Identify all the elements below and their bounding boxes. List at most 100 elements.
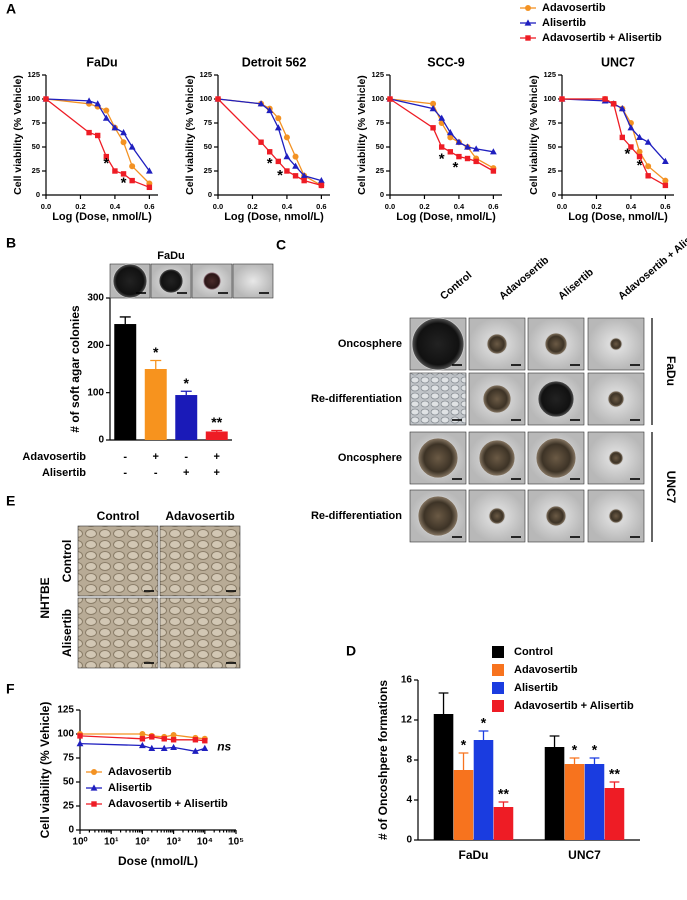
point [120, 139, 127, 146]
significance: ** [609, 766, 620, 782]
treatment-sign: + [183, 467, 189, 479]
error-bar [609, 781, 620, 788]
x-tick-label: 0.2 [247, 202, 257, 211]
bar [604, 788, 625, 840]
treatment-sign: - [154, 467, 158, 479]
point [489, 148, 497, 155]
x-tick-label: 0.6 [488, 202, 498, 211]
point [627, 124, 635, 131]
group-label: UNC7 [664, 471, 678, 504]
group-label: FaDu [664, 356, 678, 386]
treatment-sign: + [214, 451, 220, 463]
bar [544, 747, 565, 840]
x-tick-label: 0.4 [454, 202, 465, 211]
point [128, 143, 136, 150]
y-tick-label: 75 [548, 118, 556, 127]
x-tick-label: UNC7 [568, 848, 601, 862]
point [438, 114, 446, 121]
x-tick-label: 0.0 [385, 202, 395, 211]
point [139, 736, 146, 742]
series-line [561, 98, 666, 162]
series-line [45, 98, 150, 188]
bar [205, 431, 228, 440]
column-header: Adavosertib [497, 254, 551, 302]
point [284, 168, 290, 174]
row-label: Oncosphere [338, 338, 402, 350]
error-bar [569, 757, 580, 764]
annotation: ns [217, 740, 231, 754]
y-tick-label: 25 [32, 166, 40, 175]
significance: * [461, 737, 467, 753]
y-tick-label: 0 [98, 435, 104, 446]
micrograph [587, 431, 645, 485]
y-tick-label: 25 [204, 166, 212, 175]
y-tick-label: 125 [199, 70, 212, 79]
point [170, 743, 177, 751]
column-header: Adavosertib + Alisertib [616, 220, 687, 303]
point [258, 139, 264, 145]
point [266, 106, 274, 114]
error-bar [150, 359, 162, 369]
row-label: Control [60, 540, 74, 583]
bar [144, 369, 167, 440]
point [139, 731, 146, 737]
y-tick-label: 12 [401, 715, 413, 726]
sphere [486, 333, 508, 355]
point [102, 114, 110, 121]
point [473, 158, 479, 165]
sphere [544, 332, 568, 356]
significance: * [572, 742, 578, 758]
y-axis-label: # of Oncoshpere formations [376, 680, 390, 840]
y-tick-label: 125 [57, 705, 74, 716]
y-axis-label: Cell viability (% Vehicle) [184, 75, 196, 195]
y-tick-label: 0 [406, 835, 412, 846]
y-tick-label: 100 [57, 729, 74, 740]
sphere [608, 450, 624, 466]
panel-label: D [346, 643, 356, 659]
point [202, 738, 208, 744]
point [644, 138, 652, 145]
sphere [158, 268, 184, 294]
annotation: * [439, 150, 445, 167]
point [129, 163, 136, 170]
row-label: Alisertib [60, 609, 74, 657]
significance: ** [498, 786, 509, 802]
point [170, 737, 177, 743]
sphere [482, 384, 512, 414]
y-tick-label: 0 [208, 190, 212, 199]
legend-label: Adavosertib [542, 2, 606, 14]
significance: * [481, 715, 487, 731]
point [85, 97, 93, 104]
column-header: Control [438, 269, 474, 302]
treatment-sign: - [123, 467, 127, 479]
x-tick-label: 0.6 [316, 202, 326, 211]
sphere [202, 271, 222, 291]
point [645, 173, 651, 179]
micrograph [527, 431, 585, 485]
point [636, 148, 643, 155]
bar [175, 395, 198, 440]
panel-label: E [6, 493, 15, 509]
legend-swatch [492, 646, 504, 658]
point [301, 177, 307, 184]
chart-title: UNC7 [601, 55, 635, 69]
y-tick-label: 125 [543, 70, 556, 79]
bar [493, 807, 514, 840]
point [145, 167, 153, 174]
micrograph [409, 372, 467, 426]
micrograph [527, 317, 585, 371]
point [464, 143, 471, 150]
point [645, 163, 652, 170]
row-label: Oncosphere [338, 452, 402, 464]
y-tick-label: 100 [371, 94, 384, 103]
y-tick-label: 300 [87, 293, 104, 304]
point [662, 177, 669, 184]
point [170, 731, 177, 738]
micrograph [468, 431, 526, 485]
annotation: * [121, 174, 127, 191]
point [43, 96, 49, 102]
bar [564, 764, 585, 840]
point [283, 134, 290, 141]
y-tick-label: 50 [548, 142, 556, 151]
